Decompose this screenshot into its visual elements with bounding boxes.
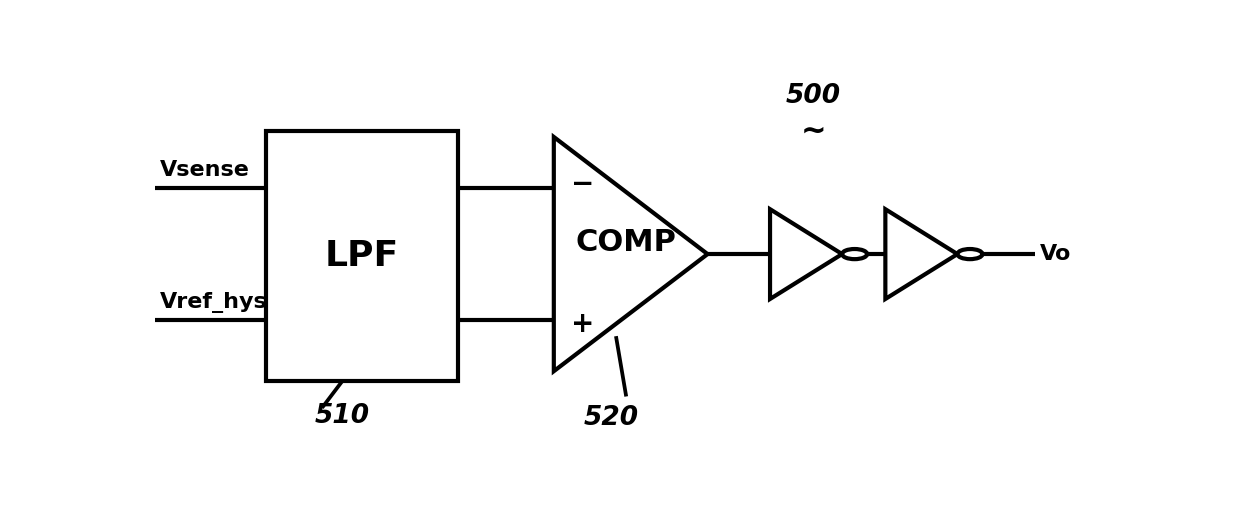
Polygon shape	[554, 137, 708, 371]
Text: 500: 500	[786, 83, 841, 109]
Text: +: +	[572, 310, 594, 338]
Circle shape	[957, 249, 982, 259]
Bar	[265, 131, 458, 381]
Text: 510: 510	[315, 403, 370, 429]
Text: COMP: COMP	[575, 228, 676, 257]
Text: Vref_hys: Vref_hys	[160, 293, 268, 313]
Polygon shape	[885, 209, 957, 299]
Text: ~: ~	[801, 117, 826, 146]
Text: Vsense: Vsense	[160, 160, 249, 180]
Circle shape	[842, 249, 867, 259]
Text: −: −	[572, 170, 594, 198]
Text: LPF: LPF	[325, 239, 399, 273]
Text: 520: 520	[584, 405, 639, 431]
Text: Vo: Vo	[1040, 244, 1071, 264]
Polygon shape	[770, 209, 842, 299]
